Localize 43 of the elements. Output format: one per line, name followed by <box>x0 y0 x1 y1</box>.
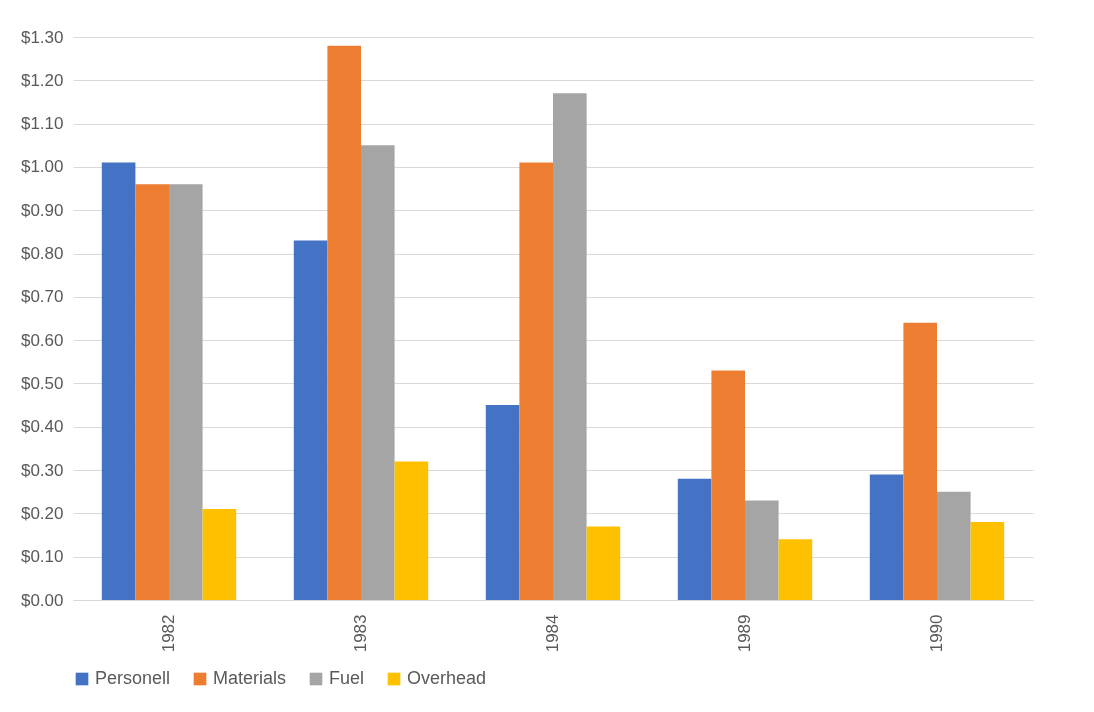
y-tick-label: $0.10 <box>20 547 64 567</box>
y-tick-label: $1.10 <box>20 114 64 134</box>
bar <box>869 474 904 600</box>
y-tick-label: $0.70 <box>20 287 64 307</box>
bar <box>519 162 553 600</box>
bar <box>903 322 937 600</box>
x-tick-label: 1983 <box>351 614 370 653</box>
y-tick-label: $1.00 <box>20 157 64 177</box>
legend-label: Personell <box>95 668 171 688</box>
y-tick-label: $0.00 <box>20 590 64 610</box>
bar <box>970 522 1005 600</box>
y-tick-label: $0.90 <box>20 200 64 220</box>
bar <box>677 478 712 600</box>
bar <box>327 45 361 600</box>
y-tick-label: $0.40 <box>20 417 64 437</box>
bar <box>394 461 429 600</box>
bar <box>485 405 520 600</box>
bar <box>101 162 136 600</box>
bar <box>745 500 779 600</box>
y-tick-label: $0.60 <box>20 330 64 350</box>
bar <box>553 93 587 600</box>
y-tick-label: $0.50 <box>20 373 64 393</box>
bar <box>711 370 745 600</box>
bar <box>202 509 237 600</box>
legend-label: Overhead <box>407 668 487 688</box>
y-tick-label: $1.20 <box>20 70 64 90</box>
bar <box>169 184 203 600</box>
bar <box>293 240 328 600</box>
bar <box>361 145 395 600</box>
y-tick-label: $0.20 <box>20 503 64 523</box>
bar <box>778 539 813 600</box>
bar <box>135 184 169 600</box>
x-tick-label: 1989 <box>735 614 754 653</box>
legend-label: Materials <box>213 668 287 688</box>
bar <box>586 526 621 600</box>
y-tick-label: $0.30 <box>20 460 64 480</box>
y-tick-label: $0.80 <box>20 244 64 264</box>
x-tick-label: 1990 <box>927 614 946 653</box>
x-tick-label: 1984 <box>543 614 562 653</box>
legend-label: Fuel <box>329 668 365 688</box>
y-tick-label: $1.30 <box>20 27 64 47</box>
bar <box>937 491 971 600</box>
x-tick-label: 1982 <box>159 614 178 653</box>
